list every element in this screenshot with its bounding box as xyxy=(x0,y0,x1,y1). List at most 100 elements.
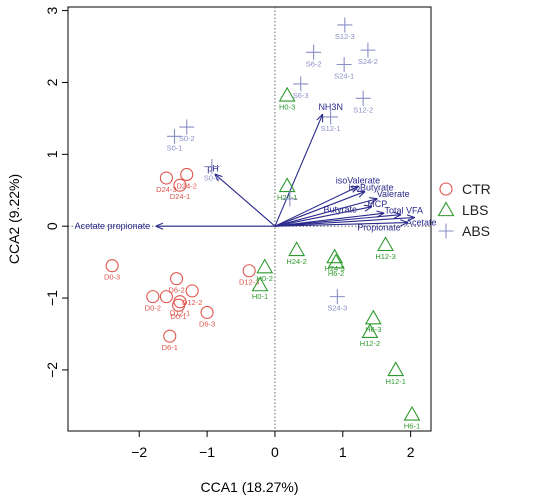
ctr-point xyxy=(172,298,186,312)
ctr-point xyxy=(242,264,256,278)
point-label: H0-1 xyxy=(252,292,268,301)
env-vector-arrow xyxy=(274,223,407,227)
x-tick-label: −1 xyxy=(199,444,215,460)
point-label: D12-3 xyxy=(239,278,259,287)
y-tick-label: 2 xyxy=(44,78,60,86)
point-label: S24-2 xyxy=(358,57,378,66)
env-vector-arrow xyxy=(274,187,358,227)
ctr-point xyxy=(439,182,453,196)
env-vector-arrow xyxy=(215,174,276,227)
env-vector-arrow xyxy=(274,218,414,227)
ctr-point xyxy=(200,305,214,319)
ctr-point xyxy=(173,178,187,192)
abs-point xyxy=(167,128,183,144)
x-tick-label: 1 xyxy=(339,444,347,460)
point-label: D0-3 xyxy=(104,273,120,282)
abs-point xyxy=(306,44,322,60)
point-label: D24-1 xyxy=(170,192,190,201)
x-axis-title: CCA1 (18.27%) xyxy=(200,479,298,495)
ctr-point xyxy=(163,329,177,343)
x-tick-label: −2 xyxy=(131,444,147,460)
lbs-point xyxy=(327,253,345,269)
env-vector-label: pH xyxy=(207,163,219,173)
abs-point xyxy=(323,109,339,125)
lbs-point xyxy=(278,86,296,102)
point-label: S0-1 xyxy=(167,143,183,152)
point-label: D12-2 xyxy=(182,298,202,307)
env-vector-label: Propionate xyxy=(357,223,401,233)
env-vector-arrow xyxy=(274,215,401,227)
point-label: H12-3 xyxy=(375,252,395,261)
env-vector-arrow xyxy=(274,199,377,227)
env-vector-label: MCP xyxy=(367,199,387,209)
ctr-point xyxy=(170,272,184,286)
point-label: S0-2 xyxy=(179,134,195,143)
point-label: H12-2 xyxy=(360,339,380,348)
point-label: H12-1 xyxy=(385,377,405,386)
abs-point xyxy=(438,223,454,239)
y-tick-label: −1 xyxy=(44,290,60,306)
lbs-point xyxy=(377,236,394,252)
point-label: S6-2 xyxy=(306,59,322,68)
ctr-point xyxy=(159,171,173,185)
point-label: S6-3 xyxy=(293,91,309,100)
ctr-point xyxy=(185,284,199,298)
env-vector-label: isoValerate xyxy=(336,176,380,186)
plot-frame xyxy=(67,6,432,432)
env-vector-arrow xyxy=(274,207,371,227)
y-tick-label: 3 xyxy=(44,6,60,14)
y-axis-title: CCA2 (9.22%) xyxy=(6,174,22,264)
env-vector-label: Butyrate xyxy=(324,204,358,214)
lbs-point xyxy=(364,309,382,325)
env-vector-label: NH3N xyxy=(318,102,343,112)
lbs-point xyxy=(251,276,269,292)
point-label: H24-1 xyxy=(277,193,297,202)
point-label: H6-2 xyxy=(328,269,344,278)
abs-point xyxy=(355,90,371,106)
ctr-point xyxy=(159,290,173,304)
point-label: D6-3 xyxy=(199,319,215,328)
lbs-point xyxy=(403,405,421,421)
y-tick-label: 0 xyxy=(44,222,60,230)
point-label: S0-3 xyxy=(204,174,220,183)
point-label: H24-2 xyxy=(286,257,306,266)
ctr-point xyxy=(146,290,160,304)
legend-label: CTR xyxy=(462,181,491,197)
env-vector-label: isoButyrate xyxy=(349,183,394,193)
lbs-point xyxy=(387,361,405,377)
env-vector-arrow xyxy=(274,192,365,227)
lbs-point xyxy=(278,177,296,193)
abs-point xyxy=(337,17,353,33)
abs-point xyxy=(204,159,220,175)
point-label: D6-2 xyxy=(168,286,184,295)
point-label: S24-1 xyxy=(334,71,354,80)
point-label: D12-1 xyxy=(170,309,190,318)
x-tick-label: 2 xyxy=(407,444,415,460)
point-label: H24-3 xyxy=(324,264,344,273)
point-label: D6-1 xyxy=(162,343,178,352)
lbs-point xyxy=(361,323,379,339)
env-vector-label: Acetate xyxy=(406,218,437,228)
lbs-point xyxy=(437,201,455,217)
abs-point xyxy=(360,42,376,58)
point-label: H6-1 xyxy=(404,421,420,430)
legend-label: LBS xyxy=(462,202,488,218)
point-label: S24-3 xyxy=(327,304,347,313)
point-label: D0-2 xyxy=(145,304,161,313)
abs-point xyxy=(179,119,195,135)
point-label: S12-2 xyxy=(353,105,373,114)
x-tick-label: 0 xyxy=(271,444,279,460)
point-label: S12-1 xyxy=(321,124,341,133)
env-vector-label: Valerate xyxy=(377,189,410,199)
point-label: D24-2 xyxy=(177,181,197,190)
abs-point xyxy=(293,76,309,92)
point-label: H0-2 xyxy=(257,274,273,283)
point-label: D0-1 xyxy=(170,312,186,321)
env-vector-label: Acetate propionate xyxy=(75,221,151,231)
y-tick-label: 1 xyxy=(44,150,60,158)
lbs-point xyxy=(326,248,344,264)
point-label: S12-3 xyxy=(335,32,355,41)
abs-point xyxy=(329,289,345,305)
lbs-point xyxy=(288,241,306,257)
